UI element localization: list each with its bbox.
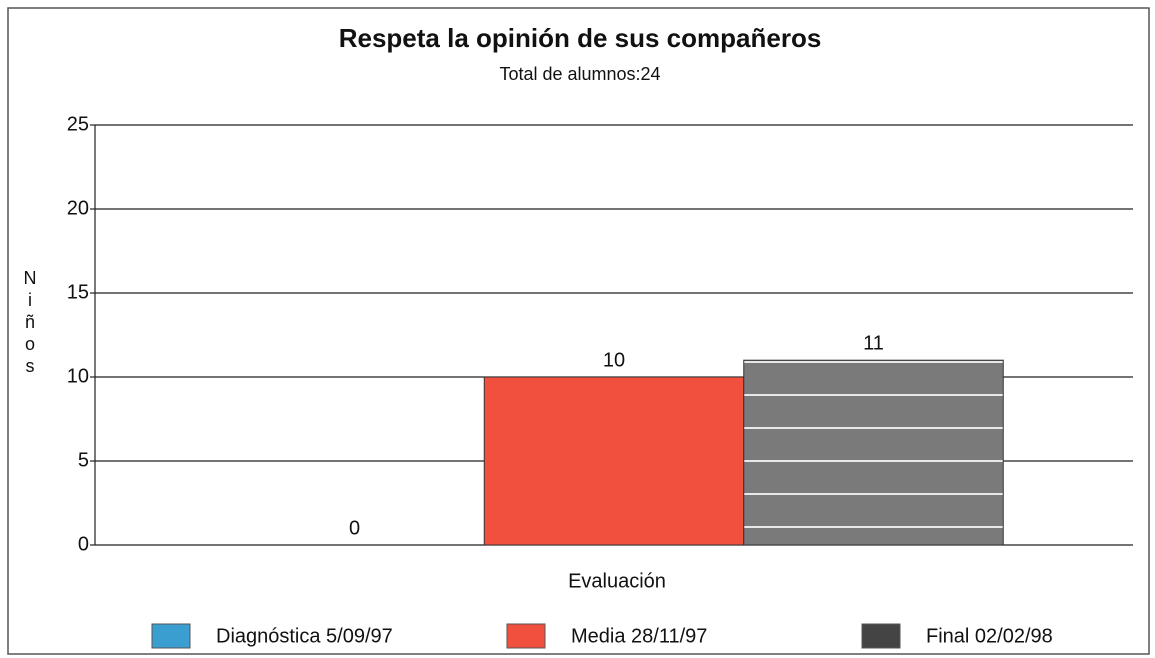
y-tick-label: 15	[67, 281, 89, 303]
chart-frame	[7, 7, 1150, 655]
legend-swatch	[151, 623, 191, 649]
legend-label: Media 28/11/97	[571, 625, 707, 647]
legend-swatch	[506, 623, 546, 649]
data-label: 10	[603, 349, 625, 371]
data-label: 0	[349, 517, 360, 539]
y-tick-label: 0	[78, 533, 89, 555]
chart-subtitle: Total de alumnos:24	[499, 64, 660, 84]
y-tick-label: 25	[67, 113, 89, 135]
y-tick-label: 20	[67, 197, 89, 219]
x-axis-label: Evaluación	[568, 570, 666, 592]
y-tick-label: 5	[78, 449, 89, 471]
bar	[483, 376, 745, 546]
legend-swatch	[861, 623, 901, 649]
data-label: 11	[863, 332, 884, 354]
legend-label: Diagnóstica 5/09/97	[216, 625, 393, 647]
legend-label: Final 02/02/98	[926, 625, 1053, 647]
y-tick-label: 10	[67, 365, 89, 387]
y-axis-label: Niños	[20, 268, 40, 378]
chart-title: Respeta la opinión de sus compañeros	[339, 23, 822, 53]
bar	[743, 359, 1004, 546]
